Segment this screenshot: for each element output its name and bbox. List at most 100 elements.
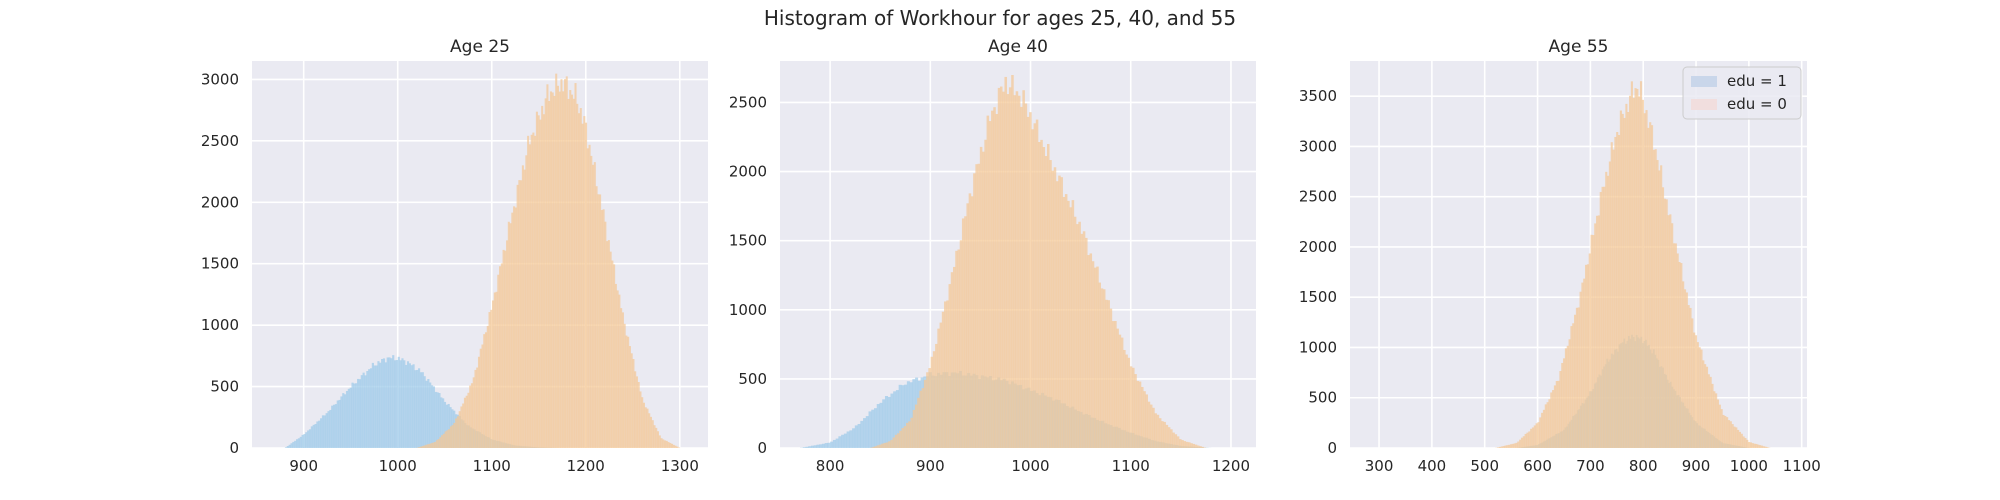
histogram-bar — [1586, 264, 1589, 448]
histogram-bar — [553, 95, 556, 448]
histogram-bar — [928, 368, 931, 448]
y-tick-label: 2000 — [729, 163, 767, 181]
histogram-bar — [606, 241, 609, 448]
histogram-bar — [555, 73, 558, 449]
histogram-bar — [906, 381, 910, 448]
histogram-bar — [303, 434, 306, 448]
histogram-bar — [843, 433, 847, 448]
x-tick-label: 1200 — [1212, 457, 1250, 475]
histogram-bar — [872, 446, 875, 448]
histogram-bar — [1002, 91, 1005, 448]
histogram-bar — [344, 394, 347, 448]
histogram-bar — [620, 308, 623, 448]
histogram-bar — [1559, 371, 1562, 448]
histogram-bar — [462, 403, 465, 448]
histogram-bar — [421, 445, 424, 448]
histogram-bar — [1671, 223, 1674, 448]
histogram-bar — [1069, 207, 1072, 448]
histogram-bar — [898, 384, 902, 448]
histogram-bar — [509, 223, 512, 448]
histogram-bar — [1042, 147, 1046, 448]
histogram-bar — [863, 418, 867, 448]
histogram-bar — [296, 439, 299, 448]
histogram-bar — [414, 370, 417, 448]
histogram-bar — [451, 425, 454, 448]
histogram-bar — [500, 263, 503, 448]
histogram-bar — [993, 107, 996, 449]
histogram-bar — [1760, 445, 1763, 448]
histogram-bar — [484, 332, 488, 448]
histogram-bar — [968, 193, 972, 448]
legend-swatch — [1691, 99, 1717, 110]
histogram-bar — [1561, 362, 1564, 448]
histogram-bar — [1196, 445, 1200, 448]
y-tick-label: 1000 — [201, 316, 239, 334]
histogram-bar — [1687, 305, 1690, 448]
histogram-bar — [429, 382, 432, 448]
histogram-bar — [1596, 215, 1599, 448]
histogram-bar — [1049, 160, 1052, 448]
y-tick-label: 0 — [229, 439, 239, 457]
histogram-bar — [1185, 441, 1189, 448]
histogram-bar — [1076, 224, 1079, 448]
histogram-bar — [1722, 414, 1725, 448]
histogram-bar — [921, 388, 925, 448]
histogram-bar — [1733, 426, 1736, 448]
histogram-bar — [1599, 191, 1602, 448]
histogram-bar — [1748, 442, 1751, 448]
histogram-bar — [1044, 156, 1048, 448]
histogram-bar — [1672, 243, 1676, 448]
histogram-bar — [560, 79, 563, 448]
histogram-bar — [1566, 345, 1569, 448]
histogram-bar — [1127, 357, 1131, 448]
histogram-bar — [579, 108, 582, 448]
histogram-bar — [939, 322, 943, 448]
histogram-bar — [890, 439, 893, 448]
histogram-bar — [546, 84, 549, 448]
histogram-bar — [1608, 161, 1611, 448]
histogram-bar — [1724, 415, 1727, 448]
histogram-bar — [1058, 175, 1061, 449]
histogram-bar — [1737, 429, 1740, 448]
histogram-bar — [318, 420, 321, 448]
x-tick-label: 1000 — [379, 457, 417, 475]
histogram-bar — [923, 379, 927, 448]
histogram-bar — [1641, 99, 1644, 449]
histogram-bar — [1513, 443, 1516, 448]
histogram-bar — [1603, 186, 1606, 448]
histogram-bar — [569, 90, 572, 449]
histogram-bar — [1568, 339, 1571, 448]
histogram-bar — [1667, 215, 1670, 448]
histogram-bar — [1111, 321, 1115, 448]
x-tick-label: 600 — [1523, 457, 1552, 475]
histogram-bar — [397, 356, 400, 448]
histogram-bar — [1579, 291, 1582, 448]
histogram-bar — [479, 348, 482, 448]
histogram-bar — [432, 442, 435, 448]
y-tick-label: 1000 — [1299, 338, 1337, 356]
histogram-bar — [1619, 110, 1622, 448]
histogram-bar — [919, 390, 922, 448]
histogram-bar — [816, 444, 820, 448]
series-edu-0 — [870, 75, 1207, 449]
histogram-bar — [593, 162, 596, 448]
histogram-bar — [658, 435, 661, 448]
histogram-bar — [390, 358, 393, 448]
histogram-bar — [1006, 94, 1010, 448]
subplot-panels: Age 25 900 1000 1100 1200 1300 0 500 1000 1500 200… — [201, 37, 1821, 475]
histogram-bar — [1087, 255, 1090, 448]
histogram-bar — [331, 405, 334, 448]
histogram-bar — [388, 357, 391, 448]
histogram-bar — [513, 206, 516, 448]
histogram-bar — [1024, 103, 1028, 449]
histogram-bar — [600, 210, 603, 448]
histogram-bar — [294, 440, 297, 448]
histogram-bar — [583, 116, 586, 448]
histogram-bar — [1123, 349, 1126, 448]
histogram-bar — [991, 110, 994, 448]
histogram-bar — [644, 407, 647, 448]
histogram-bar — [1564, 348, 1568, 448]
histogram-bar — [437, 439, 440, 448]
histogram-bar — [1519, 439, 1522, 448]
histogram-bar — [1698, 347, 1701, 448]
